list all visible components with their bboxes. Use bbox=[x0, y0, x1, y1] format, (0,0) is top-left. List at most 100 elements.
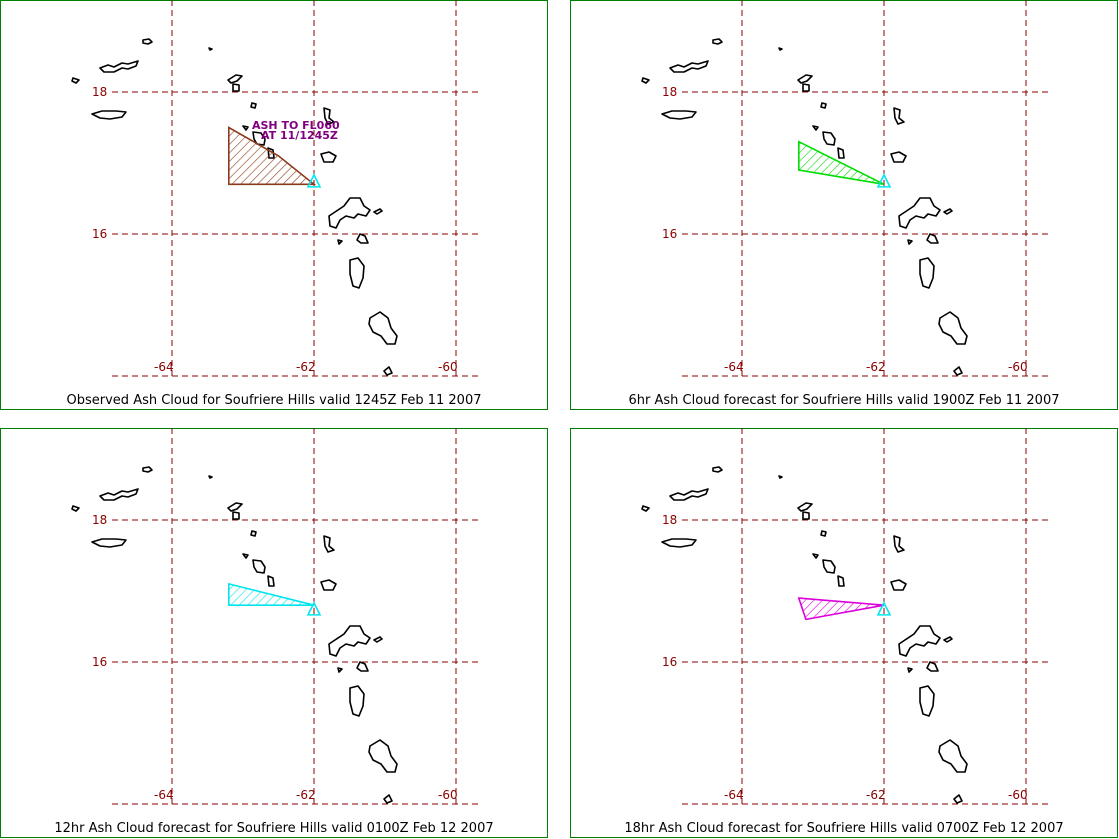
longitude-label: -62 bbox=[866, 788, 886, 802]
island-outline bbox=[323, 535, 335, 553]
coastlines bbox=[641, 38, 968, 376]
island-outline bbox=[71, 77, 80, 84]
island-outline bbox=[890, 579, 907, 591]
island-outline bbox=[812, 553, 819, 559]
island-outline bbox=[242, 553, 249, 559]
island-outline bbox=[142, 466, 153, 473]
island-outline bbox=[778, 475, 783, 479]
ash-cloud-polygon bbox=[798, 140, 885, 186]
island-outline bbox=[802, 83, 810, 92]
panel-6hr: 18 16 -64 -62 -60 6hr Ash Cloud forecast for… bbox=[570, 0, 1118, 410]
coastlines bbox=[71, 38, 398, 376]
island-outline bbox=[208, 475, 213, 479]
latitude-label: 16 bbox=[662, 655, 677, 669]
island-outline bbox=[893, 107, 905, 125]
island-outline bbox=[943, 208, 953, 215]
island-outline bbox=[907, 667, 913, 673]
panel-18hr: 18 16 -64 -62 -60 18hr Ash Cloud forecast fo… bbox=[570, 428, 1118, 838]
panel-12hr: 18 16 -64 -62 -60 12hr Ash Cloud forecast fo… bbox=[0, 428, 548, 838]
island-outline bbox=[797, 502, 813, 512]
island-outline bbox=[227, 74, 243, 84]
island-outline bbox=[890, 151, 907, 163]
map-canvas: 18 16 -64 -62 -60 bbox=[0, 428, 548, 838]
island-outline bbox=[373, 208, 383, 215]
island-outline bbox=[356, 233, 369, 244]
map-frame bbox=[0, 0, 548, 410]
latitude-label: 16 bbox=[92, 227, 107, 241]
island-outline bbox=[328, 625, 371, 657]
panel-caption: 12hr Ash Cloud forecast for Soufriere Hi… bbox=[54, 821, 494, 836]
island-outline bbox=[349, 257, 365, 289]
map-frame bbox=[0, 428, 548, 838]
island-outline bbox=[641, 77, 650, 84]
island-outline bbox=[142, 38, 153, 45]
island-outline bbox=[820, 530, 827, 537]
island-outline bbox=[208, 47, 213, 51]
island-outline bbox=[232, 511, 240, 520]
ash-annotation: AT 11/1245Z bbox=[261, 129, 338, 142]
island-outline bbox=[802, 511, 810, 520]
island-outline bbox=[837, 575, 845, 587]
coastlines bbox=[71, 466, 398, 804]
ash-annotation: ASH TO FL060 bbox=[252, 119, 340, 132]
latitude-label: 18 bbox=[92, 85, 107, 99]
island-outline bbox=[712, 38, 723, 45]
latitude-label: 18 bbox=[662, 85, 677, 99]
island-outline bbox=[919, 257, 935, 289]
volcano-icon bbox=[306, 173, 322, 188]
island-outline bbox=[250, 530, 257, 537]
island-outline bbox=[907, 239, 913, 245]
island-outline bbox=[953, 366, 963, 376]
island-outline bbox=[383, 794, 393, 804]
island-outline bbox=[232, 83, 240, 92]
longitude-label: -62 bbox=[296, 788, 316, 802]
island-outline bbox=[661, 110, 697, 120]
panel-caption: 6hr Ash Cloud forecast for Soufriere Hil… bbox=[628, 393, 1060, 408]
ash-cloud-polygon bbox=[228, 582, 315, 606]
island-outline bbox=[898, 625, 941, 657]
island-outline bbox=[669, 60, 709, 73]
island-outline bbox=[71, 505, 80, 512]
longitude-label: -64 bbox=[154, 788, 174, 802]
panel-observed: 18 16 -64 -62 -60 ASH TO FL060 AT 11/1245Z Obs… bbox=[0, 0, 548, 410]
island-outline bbox=[661, 538, 697, 548]
island-outline bbox=[938, 311, 968, 345]
longitude-label: -60 bbox=[438, 360, 458, 374]
latitude-label: 18 bbox=[662, 513, 677, 527]
volcano-icon bbox=[876, 601, 892, 616]
island-outline bbox=[320, 151, 337, 163]
island-outline bbox=[953, 794, 963, 804]
longitude-label: -64 bbox=[724, 788, 744, 802]
island-outline bbox=[919, 685, 935, 717]
island-outline bbox=[368, 739, 398, 773]
island-outline bbox=[328, 197, 371, 229]
island-outline bbox=[820, 102, 827, 109]
island-outline bbox=[356, 661, 369, 672]
ash-cloud-polygon bbox=[797, 597, 885, 621]
island-outline bbox=[242, 125, 249, 131]
panel-caption: 18hr Ash Cloud forecast for Soufriere Hi… bbox=[624, 821, 1064, 836]
island-outline bbox=[323, 107, 335, 125]
coastlines bbox=[641, 466, 968, 804]
longitude-label: -64 bbox=[154, 360, 174, 374]
map-frame bbox=[570, 0, 1118, 410]
island-outline bbox=[797, 74, 813, 84]
island-outline bbox=[91, 110, 127, 120]
map-canvas: 18 16 -64 -62 -60 bbox=[570, 0, 1118, 410]
island-outline bbox=[252, 131, 266, 146]
island-outline bbox=[641, 505, 650, 512]
map-canvas: 18 16 -64 -62 -60 bbox=[570, 428, 1118, 838]
island-outline bbox=[320, 579, 337, 591]
island-outline bbox=[822, 559, 836, 574]
island-outline bbox=[368, 311, 398, 345]
latitude-label: 16 bbox=[92, 655, 107, 669]
latitude-label: 16 bbox=[662, 227, 677, 241]
island-outline bbox=[893, 535, 905, 553]
longitude-label: -62 bbox=[866, 360, 886, 374]
island-outline bbox=[337, 239, 343, 245]
island-outline bbox=[812, 125, 819, 131]
island-outline bbox=[373, 636, 383, 643]
island-outline bbox=[778, 47, 783, 51]
island-outline bbox=[227, 502, 243, 512]
